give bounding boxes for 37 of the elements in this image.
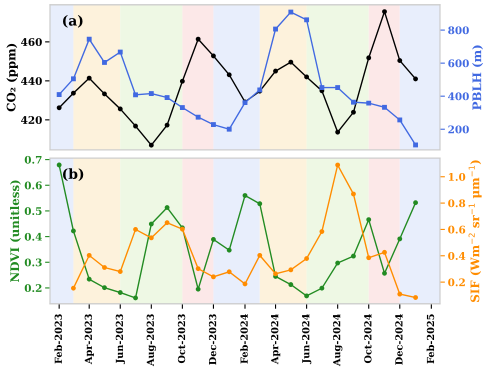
y-axis-title: CO₂ (ppm)	[6, 44, 18, 112]
y2-tick-label: 0.4	[448, 252, 466, 260]
y2-tick-label: 200	[448, 125, 469, 134]
y-tick-label: 0.4	[24, 232, 42, 241]
y2-tick-label: 800	[448, 26, 469, 34]
x-tick-label: Aug-2023	[146, 314, 156, 366]
x-tick-label: Feb-2024	[240, 314, 248, 364]
x-tick-label: Dec-2024	[395, 314, 403, 365]
y2-tick-label: 1.0	[448, 172, 466, 181]
y2-axis-title: SIF (Wm$^{−2}$ sr$^{−1}$ μm$^{−1}$)	[468, 160, 482, 302]
y-tick-label: 0.7	[24, 156, 42, 164]
x-tick-label: Jun-2023	[116, 314, 125, 364]
x-tick-label: Aug-2024	[332, 314, 342, 366]
x-tick-label: Feb-2023	[54, 314, 62, 364]
x-tick-label: Jun-2024	[302, 314, 312, 364]
x-tick-label: Feb-2025	[426, 314, 434, 364]
y2-tick-label: 600	[448, 59, 469, 68]
y2-tick-label: 0.6	[448, 226, 466, 234]
y-tick-label: 0.3	[24, 258, 42, 266]
y-tick-label: 420	[21, 116, 42, 124]
y-tick-label: 460	[21, 38, 42, 46]
x-tick-label: Oct-2023	[178, 314, 186, 364]
y2-tick-label: 0.2	[448, 278, 465, 286]
y2-tick-label: 0.8	[448, 199, 466, 208]
y2-axis-title: PBLH (m)	[472, 45, 483, 110]
x-tick-label: Oct-2024	[364, 314, 372, 364]
y-tick-label: 0.6	[24, 181, 42, 190]
annotation: (b)	[63, 168, 84, 181]
y-tick-label: 0.2	[24, 284, 42, 292]
y-axis-title: NDVI (unitless)	[10, 180, 21, 282]
annotation: (a)	[63, 14, 83, 28]
y-tick-label: 440	[21, 77, 42, 85]
y-tick-label: 0.5	[24, 207, 42, 216]
x-tick-label: Apr-2024	[271, 314, 280, 364]
x-tick-label: Dec-2023	[208, 314, 216, 365]
y2-tick-label: 400	[448, 92, 469, 100]
x-tick-label: Apr-2023	[84, 314, 94, 364]
